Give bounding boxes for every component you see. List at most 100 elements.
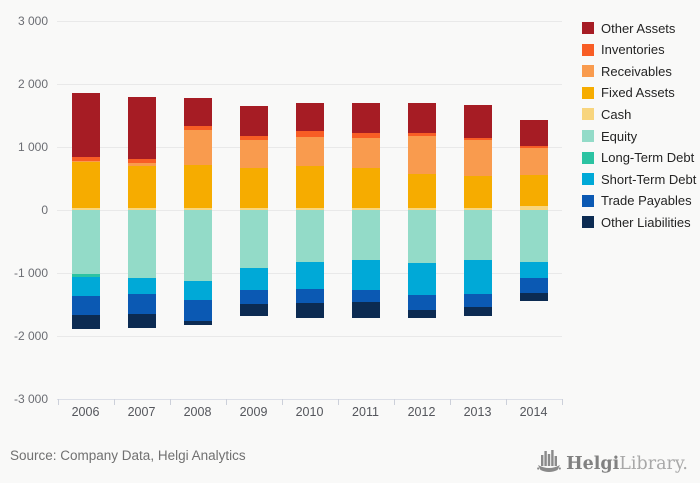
bar-segment	[407, 295, 436, 310]
bar-segment	[295, 136, 324, 166]
bar-segment	[519, 210, 548, 263]
legend-item: Long-Term Debt	[582, 150, 694, 166]
legend-item: Receivables	[582, 63, 672, 79]
bar-segment	[183, 320, 212, 325]
bar-segment	[183, 210, 212, 281]
legend-label: Other Liabilities	[601, 214, 691, 230]
x-axis-tick	[225, 399, 227, 405]
bar-segment	[183, 280, 212, 301]
legend-swatch	[582, 194, 594, 207]
x-axis-label: 2006	[71, 405, 100, 419]
bar-segment	[239, 268, 268, 291]
bar-segment	[407, 263, 436, 296]
bar-segment	[71, 273, 100, 278]
helgi-library-logo: HelgiLibrary.	[536, 438, 688, 478]
bar-segment	[295, 208, 324, 210]
y-axis-tick-label: -1 000	[13, 266, 48, 280]
bar-segment	[239, 303, 268, 317]
bar-segment	[295, 210, 324, 263]
logo-text-library: Library.	[619, 454, 688, 474]
bar-segment	[463, 210, 492, 261]
logo-text-helgi: Helgi	[566, 454, 620, 474]
bar-segment	[127, 208, 156, 210]
footer: Source: Company Data, Helgi Analytics He…	[0, 430, 700, 483]
legend-item: Short-Term Debt	[582, 171, 696, 187]
bar-segment	[239, 135, 268, 140]
bar-segment	[463, 137, 492, 141]
x-axis-tick	[169, 399, 171, 405]
bar-segment	[295, 131, 324, 137]
bar-segment	[519, 146, 548, 149]
legend-label: Trade Payables	[601, 193, 692, 209]
bar-segment	[239, 106, 268, 136]
legend-swatch	[582, 22, 594, 34]
x-axis-label: 2008	[183, 405, 212, 419]
bar-segment	[127, 162, 156, 166]
bar-segment	[183, 165, 212, 209]
x-axis-label: 2013	[463, 405, 492, 419]
bar-segment	[127, 210, 156, 279]
bar-segment	[71, 162, 100, 209]
balance-sheet-stacked-bar-chart: 3 000 2 000 1 000 0 -1 000 -2 000 -3 000 2006 20…	[13, 14, 696, 419]
bar-segment	[127, 294, 156, 315]
x-axis-tick	[57, 399, 59, 405]
bar-segment	[519, 292, 548, 301]
source-text: Source: Company Data, Helgi Analytics	[10, 448, 246, 463]
legend-label: Other Assets	[601, 20, 676, 36]
x-axis-tick	[337, 399, 339, 405]
legend-label: Equity	[601, 128, 638, 144]
bar-segment	[71, 277, 100, 296]
bar-segment	[71, 295, 100, 316]
legend-swatch	[582, 108, 594, 121]
gridline	[57, 336, 562, 337]
bar-segment	[183, 125, 212, 131]
bar-segment	[407, 309, 436, 319]
bar-segment	[183, 208, 212, 210]
legend-swatch	[582, 130, 594, 142]
bar-segment	[295, 102, 324, 132]
gridline	[57, 21, 562, 22]
legend-swatch	[582, 151, 594, 164]
legend-item: Inventories	[582, 42, 665, 58]
legend-swatch	[582, 173, 594, 186]
bar-segment	[127, 165, 156, 209]
bar-segment	[463, 307, 492, 316]
y-axis-tick-label: 2 000	[17, 77, 48, 91]
bar-segment	[519, 120, 548, 147]
helgi-ship-icon	[537, 450, 561, 472]
bar-segment	[295, 165, 324, 209]
bar-segment	[71, 160, 100, 163]
x-axis-label: 2014	[519, 405, 548, 419]
x-axis-label: 2007	[127, 405, 156, 419]
bar-segment	[351, 208, 380, 210]
y-axis-tick-label: -2 000	[13, 329, 48, 343]
legend-label: Short-Term Debt	[601, 171, 697, 187]
bar-segment	[183, 300, 212, 321]
legend-item: Other Assets	[582, 20, 675, 36]
bar-segment	[351, 103, 380, 134]
legend-swatch	[582, 216, 594, 229]
bar-segment	[71, 92, 100, 157]
gridline	[57, 399, 562, 400]
legend-item: Cash	[582, 106, 631, 122]
x-axis-tick	[393, 399, 395, 405]
y-axis-tick-label: -3 000	[13, 392, 48, 406]
bar-segment	[239, 167, 268, 209]
bar-segment	[463, 293, 492, 308]
y-axis-tick-label: 1 000	[17, 140, 48, 154]
bar-segment	[519, 148, 548, 175]
legend-swatch	[582, 86, 594, 99]
x-axis-label: 2009	[239, 405, 268, 419]
bar-segment	[127, 314, 156, 328]
legend-item: Fixed Assets	[582, 85, 675, 101]
bar-segment	[463, 260, 492, 294]
legend-swatch	[582, 65, 594, 78]
legend-label: Fixed Assets	[601, 85, 675, 101]
y-axis-tick-label: 3 000	[17, 14, 48, 28]
legend-item: Other Liabilities	[582, 214, 691, 230]
x-axis-label: 2010	[295, 405, 324, 419]
bar-segment	[239, 208, 268, 210]
legend-swatch	[582, 43, 594, 56]
bar-segment	[463, 175, 492, 209]
x-axis-label: 2011	[352, 405, 379, 419]
